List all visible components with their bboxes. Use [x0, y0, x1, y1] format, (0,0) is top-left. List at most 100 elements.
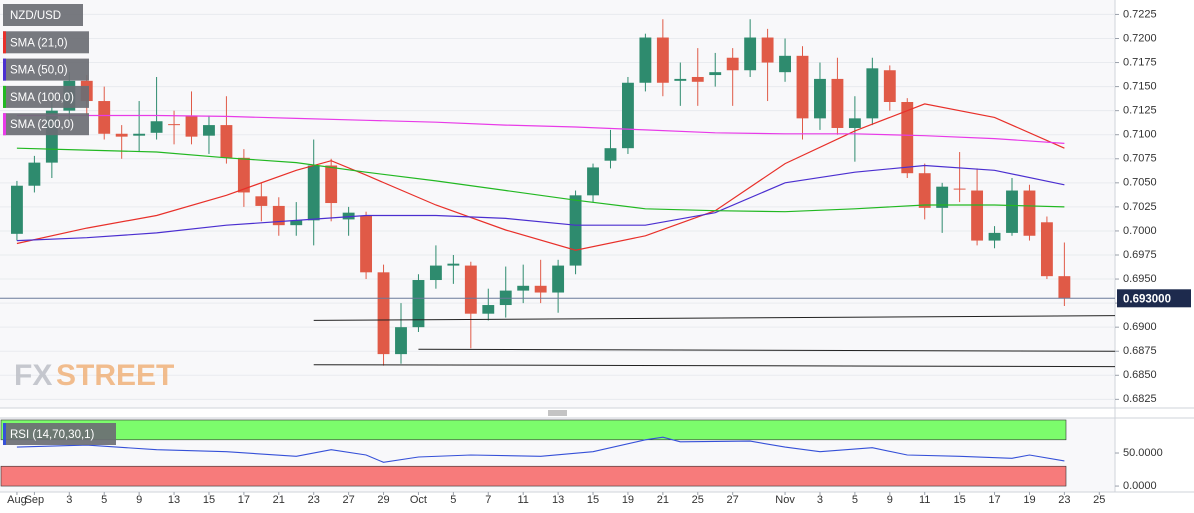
candle-body — [639, 37, 652, 83]
candle-body — [517, 285, 530, 291]
sma-line — [16, 114, 1065, 144]
legend-box — [3, 85, 89, 108]
candle-body — [342, 212, 355, 220]
legend-box — [3, 31, 89, 54]
candle-body — [272, 205, 285, 226]
y-tick-label: 0.0000 — [1123, 480, 1157, 492]
oversold-band — [0, 465, 1067, 487]
x-tick-label: 11 — [517, 494, 528, 506]
candle-body — [1040, 222, 1053, 277]
x-tick-label: 25 — [1093, 494, 1105, 506]
candle-body — [307, 165, 320, 221]
rsi-legend-box — [3, 423, 116, 445]
candle-body — [220, 125, 233, 158]
x-tick-label: 11 — [919, 494, 930, 506]
sma-line — [16, 164, 1065, 242]
rsi-legend-swatch — [3, 423, 6, 445]
legend-label: SMA (200,0) — [10, 119, 74, 131]
x-tick-label: 9 — [136, 494, 142, 506]
candle-body — [744, 37, 757, 71]
x-tick-label: 25 — [692, 494, 704, 506]
candle-body — [726, 57, 739, 71]
x-tick-label: 15 — [954, 494, 966, 506]
candle-body — [237, 157, 250, 193]
candle-body — [464, 265, 477, 314]
candle-body — [429, 265, 442, 281]
x-tick-label: 29 — [377, 494, 389, 506]
candle-body — [936, 186, 949, 208]
candle-body — [325, 165, 338, 204]
candle-body — [622, 82, 634, 149]
legend-swatch — [3, 58, 6, 81]
candle-body — [883, 70, 896, 102]
y-tick-label: 0.7000 — [1123, 225, 1157, 237]
x-tick-label: 9 — [887, 494, 893, 506]
candle-body — [1058, 276, 1071, 299]
x-tick-label: Sep — [25, 494, 45, 506]
y-tick-label: 0.6950 — [1123, 273, 1157, 285]
legend-item: SMA (21,0) — [3, 31, 89, 54]
y-tick-label: 0.7200 — [1123, 32, 1157, 44]
candle-body — [779, 55, 791, 73]
candle-body — [569, 195, 582, 266]
x-tick-label: Oct — [410, 494, 427, 506]
legend-box — [3, 113, 89, 136]
candle-body — [168, 124, 180, 126]
x-tick-label: 13 — [168, 494, 180, 506]
candle-body — [1006, 190, 1018, 233]
candle-body — [447, 263, 460, 266]
x-tick-label: 13 — [552, 494, 564, 506]
rsi-line — [16, 436, 1065, 463]
legend-label: NZD/USD — [10, 10, 61, 22]
candle-body — [988, 232, 1001, 241]
candles — [10, 19, 1071, 366]
candle-body — [674, 78, 687, 81]
y-tick-label: 0.7175 — [1123, 56, 1157, 68]
y-tick-label: 0.6875 — [1123, 345, 1157, 357]
candle-body — [587, 167, 599, 196]
x-tick-label: 21 — [657, 494, 669, 506]
sma-line — [16, 147, 1065, 213]
x-tick-label: 27 — [342, 494, 354, 506]
candle-body — [552, 265, 565, 293]
legend-swatch — [3, 113, 6, 136]
candle-body — [255, 196, 268, 206]
candle-body — [482, 305, 495, 314]
candle-body — [918, 173, 931, 208]
y-tick-label: 0.7125 — [1123, 105, 1157, 117]
candle-body — [45, 110, 58, 163]
candle-body — [133, 133, 146, 136]
legend-swatch — [3, 31, 6, 54]
y-tick-label: 0.6900 — [1123, 321, 1157, 333]
candle-body — [534, 285, 547, 293]
y-tick-label: 0.7050 — [1123, 177, 1157, 189]
candle-body — [901, 102, 914, 174]
candle-body — [290, 220, 303, 226]
candle-body — [604, 148, 617, 161]
x-tick-label: 23 — [1058, 494, 1070, 506]
candle-body — [115, 133, 128, 137]
candle-body — [360, 215, 373, 273]
y-tick-label: 0.6975 — [1123, 249, 1157, 261]
overbought-band — [0, 419, 1067, 441]
legend-item: SMA (200,0) — [3, 113, 89, 136]
candle-body — [796, 55, 809, 119]
sma-line — [16, 103, 1065, 251]
legend-label: SMA (21,0) — [10, 37, 68, 49]
trend-line — [313, 364, 1116, 368]
candle-body — [848, 118, 861, 128]
candle-body — [10, 185, 23, 234]
y-tick-label: 0.7025 — [1123, 201, 1157, 213]
x-tick-label: 5 — [450, 494, 456, 506]
y-tick-label: 0.7150 — [1123, 81, 1157, 93]
y-tick-label: 0.6825 — [1123, 393, 1157, 405]
candle-body — [395, 327, 407, 355]
candle-body — [761, 37, 774, 63]
rsi-legend-label: RSI (14,70,30,1) — [10, 429, 95, 441]
x-tick-label: Aug — [7, 494, 27, 506]
x-tick-label: 21 — [273, 494, 285, 506]
y-tick-label: 0.6850 — [1123, 369, 1157, 381]
candle-body — [953, 188, 966, 190]
